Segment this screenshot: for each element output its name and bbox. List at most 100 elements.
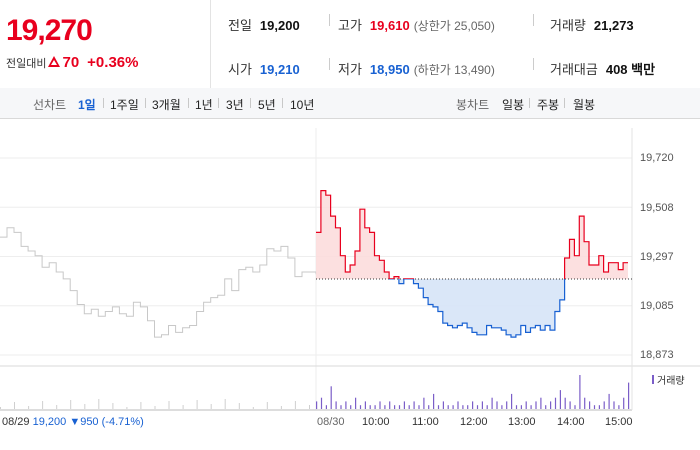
volume-bar bbox=[325, 405, 327, 409]
price-line-down bbox=[388, 278, 566, 338]
prev-volume-bar bbox=[84, 404, 86, 409]
volume-bar bbox=[515, 405, 518, 409]
volume-bar bbox=[584, 397, 586, 409]
volume-legend-label: 거래량 bbox=[657, 376, 685, 387]
prev-volume-bar bbox=[280, 406, 282, 409]
volume-bar bbox=[394, 405, 396, 409]
prev-volume-bar bbox=[238, 403, 240, 409]
low-label: 저가 bbox=[338, 62, 362, 77]
high-label: 고가 bbox=[338, 18, 362, 33]
current-price: 19,270 bbox=[6, 14, 93, 47]
prev-volume-bar bbox=[56, 405, 58, 409]
change-value: 70 bbox=[62, 54, 80, 71]
prev-date: 08/29 bbox=[2, 416, 30, 428]
volume-bar bbox=[418, 405, 420, 409]
period-5y[interactable]: 5년 bbox=[258, 98, 276, 112]
volume-bar bbox=[608, 393, 610, 409]
volume-bar bbox=[496, 401, 498, 409]
volume-bar bbox=[593, 405, 596, 409]
x-tick-label: 14:00 bbox=[557, 416, 585, 428]
period-1w[interactable]: 1주일 bbox=[110, 98, 139, 112]
x-tick-label: 13:00 bbox=[508, 416, 536, 428]
volume-bar bbox=[618, 405, 620, 409]
low-price: 저가 18,950 (하한가 13,490) bbox=[338, 59, 495, 78]
volume-bar bbox=[398, 405, 401, 409]
volume-bar bbox=[447, 405, 449, 409]
volume-label: 거래량 bbox=[550, 18, 586, 33]
volume-bar bbox=[384, 405, 386, 409]
prev-volume-bar bbox=[266, 402, 268, 409]
candle-weekly[interactable]: 주봉 bbox=[537, 98, 560, 112]
volume-bar bbox=[350, 405, 352, 409]
prev-close-value: 19,200 bbox=[259, 18, 300, 33]
volume-bar bbox=[320, 397, 323, 409]
prev-price: 19,200 bbox=[32, 416, 67, 428]
volume-bar bbox=[408, 405, 410, 409]
volume-bar bbox=[603, 401, 605, 409]
volume-legend-swatch bbox=[652, 375, 654, 384]
high-price: 고가 19,610 (상한가 25,050) bbox=[338, 15, 495, 34]
volume-bar bbox=[437, 405, 440, 409]
y-tick-label: 18,873 bbox=[640, 349, 674, 361]
volume-bar bbox=[511, 393, 513, 409]
change-label: 전일대비 bbox=[6, 57, 47, 70]
volume-bar bbox=[428, 405, 430, 409]
line-chart-label: 선차트 bbox=[33, 98, 67, 112]
volume-bar bbox=[554, 397, 557, 409]
volume-bar bbox=[545, 405, 547, 409]
y-tick-label: 19,720 bbox=[640, 152, 674, 164]
prev-volume-bar bbox=[0, 407, 1, 409]
change-rate: +0.36% bbox=[87, 54, 139, 71]
period-1y[interactable]: 1년 bbox=[195, 98, 213, 112]
volume-bar bbox=[481, 401, 483, 409]
prev-volume-bar bbox=[168, 401, 170, 409]
volume-bar bbox=[379, 401, 381, 409]
volume-bar bbox=[623, 397, 625, 409]
period-1d[interactable]: 1일 bbox=[78, 98, 96, 112]
x-tick-label: 15:00 bbox=[605, 416, 633, 428]
open-value: 19,210 bbox=[259, 62, 300, 77]
prev-volume-bar bbox=[210, 404, 212, 409]
prev-volume-bar bbox=[70, 400, 72, 409]
prev-volume-bar bbox=[182, 405, 184, 409]
prev-close-label: 전일 bbox=[228, 18, 252, 33]
prev-day-summary: 08/29 19,200 ▼950 (-4.71%) bbox=[2, 416, 144, 428]
x-tick-label: 11:00 bbox=[412, 416, 439, 428]
prev-volume-bar bbox=[252, 407, 254, 409]
volume-bar bbox=[345, 401, 347, 409]
candle-chart-label: 봉차트 bbox=[456, 98, 490, 112]
current-date: 08/30 bbox=[317, 416, 345, 428]
prev-volume-bar bbox=[112, 403, 114, 409]
prev-volume-bar bbox=[140, 402, 142, 409]
x-tick-label: 10:00 bbox=[362, 416, 390, 428]
y-tick-label: 19,085 bbox=[640, 300, 674, 312]
prev-volume-bar bbox=[294, 401, 296, 409]
down-area-fill bbox=[398, 278, 565, 338]
high-value: 19,610 bbox=[369, 18, 410, 33]
prev-volume-bar bbox=[154, 406, 156, 409]
volume-bar bbox=[359, 405, 362, 409]
volume-bar bbox=[413, 401, 415, 409]
prev-rate: (-4.71%) bbox=[101, 416, 144, 428]
prev-change: ▼950 bbox=[69, 416, 99, 428]
lower-limit: (하한가 13,490) bbox=[413, 63, 495, 77]
volume-bar bbox=[340, 405, 342, 409]
volume-bar bbox=[491, 397, 493, 409]
volume-bar bbox=[452, 405, 454, 409]
volume-bar bbox=[330, 386, 332, 409]
volume-bar bbox=[569, 401, 571, 409]
volume-bar bbox=[564, 397, 566, 409]
volume-bar bbox=[355, 397, 357, 409]
candle-monthly[interactable]: 월봉 bbox=[573, 98, 596, 112]
candle-daily[interactable]: 일봉 bbox=[502, 98, 525, 112]
volume-bar bbox=[457, 401, 459, 409]
change-row: 전일대비 70 +0.36% bbox=[6, 54, 138, 71]
volume-bar bbox=[530, 405, 532, 409]
volume-value: 21,273 bbox=[593, 18, 634, 33]
volume-bar bbox=[467, 405, 469, 409]
period-10y[interactable]: 10년 bbox=[290, 98, 315, 112]
period-3m[interactable]: 3개월 bbox=[152, 98, 181, 112]
period-3y[interactable]: 3년 bbox=[226, 98, 244, 112]
volume-bar bbox=[403, 401, 405, 409]
volume-bar bbox=[520, 405, 522, 409]
